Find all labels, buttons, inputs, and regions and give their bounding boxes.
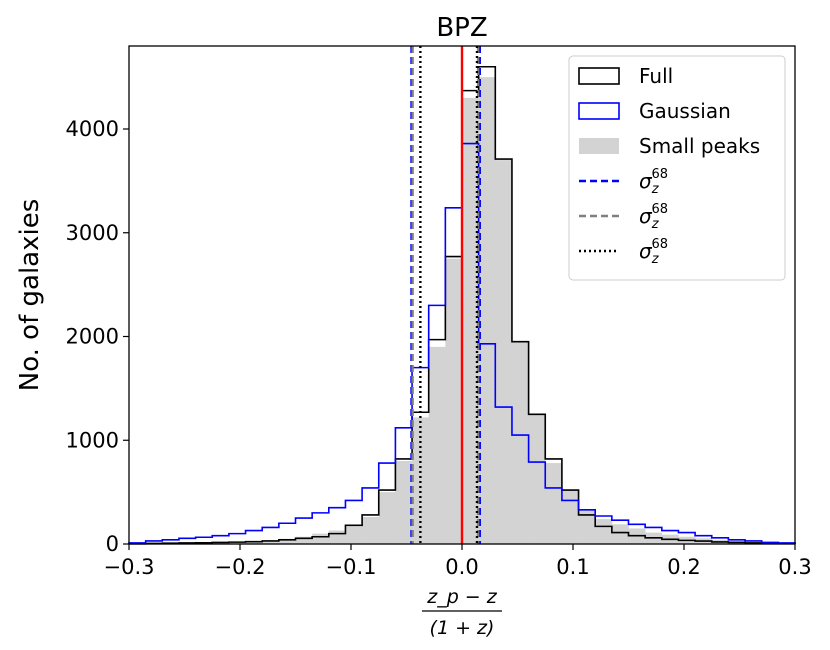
x-axis-label: z_p − z (1 + z) bbox=[422, 586, 502, 639]
legend-label: σz68 bbox=[639, 167, 668, 197]
small-peaks-bar bbox=[262, 540, 280, 544]
legend-superscript: 68 bbox=[652, 167, 669, 182]
small-peaks-bar bbox=[245, 541, 263, 544]
x-tick-label: 0.0 bbox=[445, 555, 478, 579]
y-axis-label: No. of galaxies bbox=[15, 199, 45, 392]
y-tick-label: 0 bbox=[106, 532, 119, 556]
x-axis-label-numerator: z_p − z bbox=[426, 586, 498, 608]
legend-superscript: 68 bbox=[652, 202, 669, 217]
legend-label: σz68 bbox=[639, 237, 668, 267]
small-peaks-bar bbox=[378, 492, 396, 544]
legend-subscript: z bbox=[651, 252, 660, 267]
small-peaks-bar bbox=[445, 258, 463, 544]
small-peaks-bar bbox=[528, 414, 546, 544]
small-peaks-bar bbox=[345, 526, 363, 544]
small-peaks-bar bbox=[328, 530, 346, 544]
legend-frame bbox=[568, 55, 786, 281]
y-tick-label: 2000 bbox=[66, 325, 119, 349]
legend-label: Full bbox=[639, 64, 673, 88]
x-axis-label-denominator: (1 + z) bbox=[430, 617, 495, 639]
x-tick-label: −0.3 bbox=[104, 555, 155, 579]
legend-subscript: z bbox=[651, 217, 660, 232]
legend-superscript: 68 bbox=[652, 237, 669, 252]
x-tick-label: 0.3 bbox=[778, 555, 811, 579]
small-peaks-bar bbox=[362, 517, 380, 544]
legend-sigma: σ bbox=[639, 239, 653, 263]
x-tick-label: −0.1 bbox=[326, 555, 377, 579]
y-tick-label: 3000 bbox=[66, 221, 119, 245]
small-peaks-bar bbox=[478, 77, 496, 544]
y-tick-label: 1000 bbox=[66, 428, 119, 452]
small-peaks-bar bbox=[212, 542, 230, 544]
legend-label: Small peaks bbox=[639, 134, 760, 158]
small-peaks-bar bbox=[545, 463, 563, 544]
small-peaks-bar bbox=[295, 536, 313, 544]
legend-label: Gaussian bbox=[639, 99, 731, 123]
legend-subscript: z bbox=[651, 182, 660, 197]
x-tick-label: −0.2 bbox=[215, 555, 266, 579]
small-peaks-bar bbox=[611, 524, 629, 544]
legend-sigma: σ bbox=[639, 204, 653, 228]
legend-sigma: σ bbox=[639, 169, 653, 193]
small-peaks-bar bbox=[511, 341, 529, 544]
legend-swatch-full bbox=[578, 67, 620, 85]
small-peaks-bar bbox=[495, 160, 513, 544]
legend-label: σz68 bbox=[639, 202, 668, 232]
small-peaks-bar bbox=[228, 542, 246, 544]
small-peaks-bar bbox=[561, 490, 579, 544]
small-peaks-bar bbox=[278, 538, 296, 544]
small-peaks-bar bbox=[395, 461, 413, 544]
legend-swatch-gaussian bbox=[578, 102, 620, 120]
legend-swatch-small-peaks bbox=[579, 138, 619, 154]
x-tick-label: 0.2 bbox=[667, 555, 700, 579]
small-peaks-bar bbox=[578, 509, 596, 544]
small-peaks-bar bbox=[312, 533, 330, 544]
x-tick-label: 0.1 bbox=[556, 555, 589, 579]
small-peaks-bar bbox=[428, 346, 446, 544]
small-peaks-bar bbox=[412, 417, 429, 544]
small-peaks-bar bbox=[462, 97, 479, 544]
chart-title: BPZ bbox=[436, 13, 487, 43]
small-peaks-bar bbox=[595, 519, 613, 544]
y-tick-label: 4000 bbox=[66, 117, 119, 141]
